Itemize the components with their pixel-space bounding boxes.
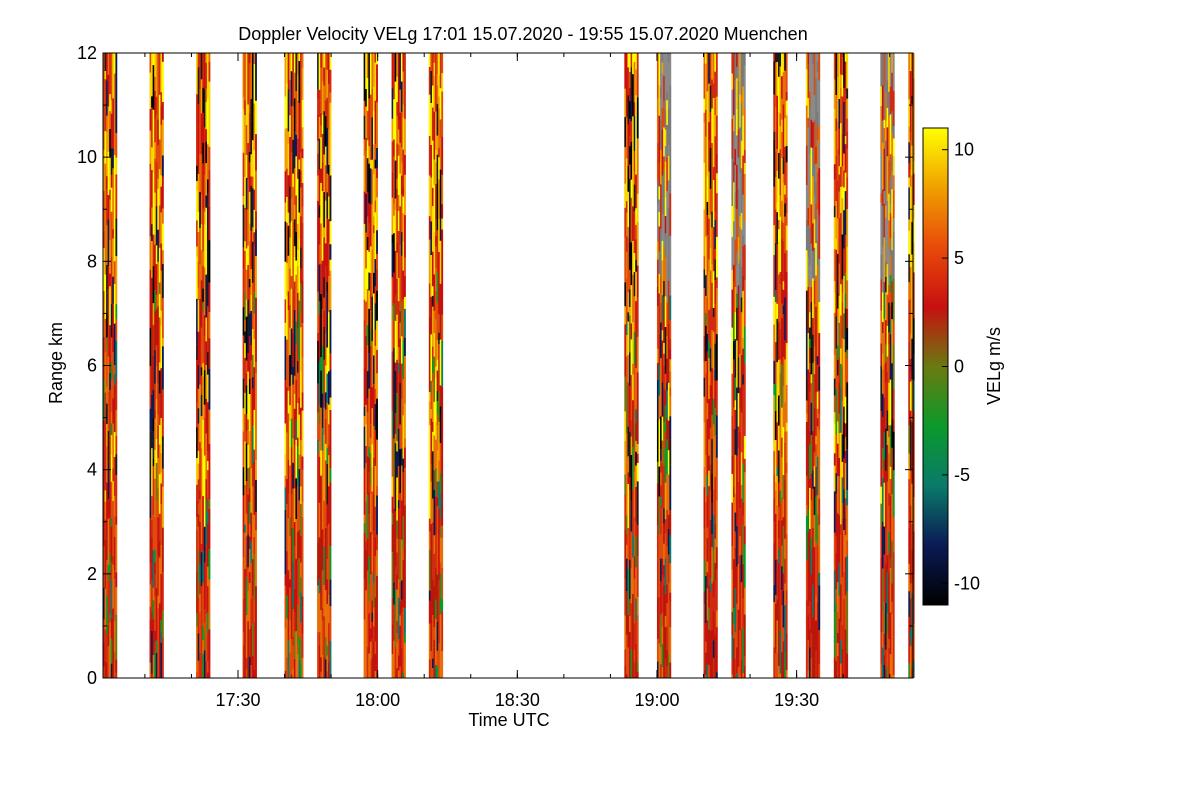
- radar-scan-column: [242, 53, 257, 678]
- radar-scan-column: [880, 53, 895, 678]
- radar-scan-column: [773, 53, 788, 678]
- y-tick-label: 2: [87, 564, 97, 584]
- radar-scan-column: [624, 53, 639, 678]
- radar-scan-column: [805, 53, 821, 678]
- radar-scan-column: [731, 53, 746, 678]
- radar-scan-column: [656, 53, 672, 678]
- x-tick-label: 19:30: [774, 690, 819, 710]
- y-tick-label: 0: [87, 668, 97, 688]
- colorbar-tick-label: 10: [954, 140, 974, 160]
- x-ticks: 17:30 18:00 18:30 19:00 19:30: [144, 53, 891, 710]
- y-tick-label: 10: [77, 147, 97, 167]
- colorbar-tick-label: 5: [954, 248, 964, 268]
- radar-scan-column: [363, 53, 378, 678]
- radar-scan-column: [391, 53, 406, 678]
- radar-scan-column: [284, 53, 304, 678]
- x-tick-label: 17:30: [215, 690, 260, 710]
- radar-scan-column: [703, 53, 718, 678]
- x-tick-label: 18:00: [355, 690, 400, 710]
- plot-area: [103, 53, 915, 678]
- x-tick-label: 18:30: [495, 690, 540, 710]
- plot-frame: [102, 52, 914, 679]
- y-tick-label: 4: [87, 460, 97, 480]
- radar-scan-column: [317, 53, 332, 678]
- y-tick-label: 8: [87, 251, 97, 271]
- colorbar-tick-label: 0: [954, 357, 964, 377]
- x-axis-title: Time UTC: [468, 710, 549, 730]
- chart-title: Doppler Velocity VELg 17:01 15.07.2020 -…: [238, 24, 807, 44]
- y-ticks: 0 2 4 6 8 10 12: [77, 43, 913, 688]
- x-tick-label: 19:00: [634, 690, 679, 710]
- radar-scan-column: [833, 53, 849, 678]
- colorbar-tick-label: -10: [954, 573, 980, 593]
- radar-scan-column: [428, 53, 444, 678]
- radar-scan-column: [149, 53, 164, 678]
- y-tick-label: 12: [77, 43, 97, 63]
- colorbar-ticks: 10 5 0 -5 -10: [942, 140, 980, 593]
- colorbar-tick-label: -5: [954, 465, 970, 485]
- colorbar-label: VELg m/s: [984, 327, 1004, 405]
- y-tick-label: 6: [87, 356, 97, 376]
- y-axis-title: Range km: [46, 322, 66, 404]
- radar-scan-column: [196, 53, 211, 678]
